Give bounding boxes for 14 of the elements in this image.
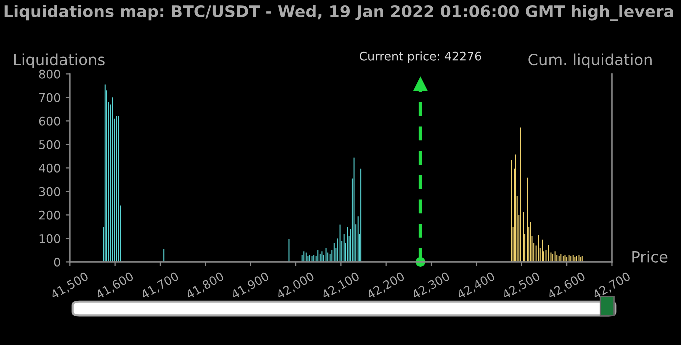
y-tick-label: 200 bbox=[39, 210, 60, 220]
y-tick-label: 0 bbox=[54, 258, 60, 267]
y-tick-label: 500 bbox=[39, 140, 60, 150]
y-tick-label: 100 bbox=[40, 234, 60, 244]
y-tick-label: 800 bbox=[39, 70, 60, 79]
x-axis-title: Price bbox=[632, 251, 668, 263]
y2-axis-title: Cum. liquidation bbox=[528, 54, 652, 69]
y-tick-label: 300 bbox=[39, 187, 60, 196]
y-tick-label: 700 bbox=[40, 93, 60, 102]
y-axis-title: Liquidations bbox=[14, 54, 105, 69]
chart-title: Liquidations map: BTC/USDT - Wed, 19 Jan 2022 01:06:00 GMT high_levera bbox=[4, 5, 674, 22]
y-tick-label: 400 bbox=[39, 164, 60, 173]
ref-line-label: Current price: 42276 bbox=[360, 52, 482, 64]
y-tick-label: 600 bbox=[39, 116, 60, 126]
